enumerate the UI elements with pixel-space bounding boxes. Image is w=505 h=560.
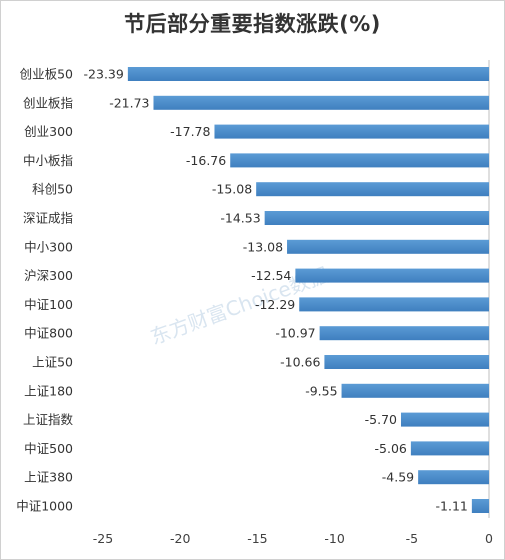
category-label: 中证1000 bbox=[16, 499, 73, 514]
value-label: -16.76 bbox=[186, 153, 226, 168]
category-label: 创业300 bbox=[24, 124, 73, 139]
category-label: 深证成指 bbox=[23, 211, 73, 226]
bar bbox=[214, 124, 489, 139]
x-tick-label: -15 bbox=[247, 531, 267, 546]
value-label: -9.55 bbox=[305, 383, 337, 398]
category-label: 中小板指 bbox=[23, 153, 73, 168]
bar bbox=[264, 211, 489, 225]
bar bbox=[400, 412, 489, 427]
bar bbox=[324, 355, 489, 369]
bar bbox=[295, 268, 489, 283]
value-label: -1.11 bbox=[436, 499, 468, 514]
bar bbox=[299, 297, 489, 312]
bar bbox=[256, 182, 489, 197]
value-label: -17.78 bbox=[170, 124, 210, 139]
value-label: -23.39 bbox=[84, 67, 124, 82]
category-label: 科创50 bbox=[32, 182, 73, 197]
bar bbox=[341, 383, 489, 398]
x-tick-label: -5 bbox=[406, 531, 418, 546]
category-label: 上证50 bbox=[32, 355, 73, 370]
x-tick-label: -25 bbox=[93, 531, 113, 546]
x-tick-label: -20 bbox=[170, 531, 190, 546]
bar bbox=[471, 499, 489, 513]
category-label: 创业板50 bbox=[20, 67, 73, 82]
bar bbox=[230, 153, 490, 168]
value-label: -15.08 bbox=[212, 182, 252, 197]
category-label: 中小300 bbox=[24, 239, 73, 254]
value-label: -14.53 bbox=[220, 211, 260, 226]
bar bbox=[287, 239, 489, 254]
category-label: 沪深300 bbox=[24, 268, 73, 283]
category-label: 中证800 bbox=[24, 326, 73, 341]
bar bbox=[319, 326, 489, 341]
bar bbox=[418, 470, 489, 485]
category-label: 上证180 bbox=[24, 383, 73, 398]
category-label: 创业板指 bbox=[23, 95, 73, 110]
value-label: -5.70 bbox=[365, 412, 397, 427]
value-label: -21.73 bbox=[109, 95, 149, 110]
chart-title: 节后部分重要指数涨跌(%) bbox=[124, 12, 381, 36]
category-label: 中证100 bbox=[24, 297, 73, 312]
bar bbox=[410, 441, 489, 456]
value-label: -4.59 bbox=[382, 470, 414, 485]
category-label: 上证指数 bbox=[23, 412, 74, 427]
x-tick-label: -10 bbox=[324, 531, 344, 546]
value-label: -12.54 bbox=[251, 268, 291, 283]
value-label: -12.29 bbox=[255, 297, 295, 312]
value-label: -5.06 bbox=[375, 441, 407, 456]
value-label: -10.66 bbox=[280, 355, 320, 370]
bar bbox=[153, 95, 489, 110]
x-tick-label: 0 bbox=[485, 531, 493, 546]
category-label: 上证380 bbox=[24, 470, 73, 485]
value-label: -10.97 bbox=[275, 326, 315, 341]
bar bbox=[127, 67, 489, 81]
category-label: 中证500 bbox=[24, 441, 73, 456]
value-label: -13.08 bbox=[243, 239, 283, 254]
